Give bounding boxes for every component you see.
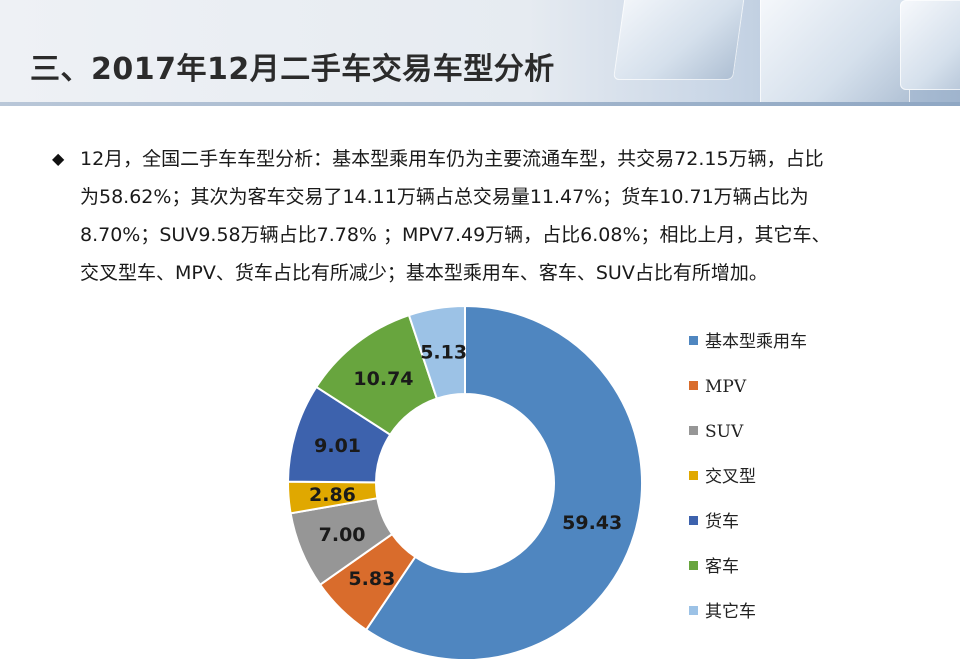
- paragraph-line: 8.70%；SUV9.58万辆占比7.78% ；MPV7.49万辆，占比6.08…: [80, 224, 831, 246]
- legend-swatch: [689, 426, 698, 435]
- paragraph-line: 为58.62%；其次为客车交易了14.11万辆占总交易量11.47%；货车10.…: [80, 186, 809, 208]
- legend-swatch: [689, 471, 698, 480]
- legend-label: SUV: [705, 422, 744, 442]
- summary-paragraph: 12月，全国二手车车型分析：基本型乘用车仍为主要流通车型，共交易72.15万辆，…: [80, 140, 920, 292]
- slice-data-label: 9.01: [314, 435, 361, 457]
- legend-label: MPV: [705, 377, 747, 397]
- header-banner: 三、2017年12月二手车交易车型分析: [0, 0, 960, 105]
- bullet-diamond-icon: ◆: [52, 149, 65, 168]
- page-title: 三、2017年12月二手车交易车型分析: [30, 52, 555, 87]
- header-divider: [0, 102, 960, 106]
- slice-7: [407, 304, 466, 400]
- slice-data-label: 2.86: [309, 484, 356, 506]
- slice-data-label: 10.74: [353, 368, 413, 390]
- decorative-cube-graphic: [900, 0, 960, 90]
- legend-swatch: [689, 561, 698, 570]
- slice-1: [364, 304, 643, 661]
- legend-swatch: [689, 606, 698, 615]
- paragraph-line: 12月，全国二手车车型分析：基本型乘用车仍为主要流通车型，共交易72.15万辆，…: [80, 148, 824, 170]
- slice-data-label: 5.83: [348, 568, 395, 590]
- slice-data-label: 5.13: [420, 342, 467, 364]
- decorative-cube-graphic: [760, 0, 910, 105]
- legend-label: 基本型乘用车: [705, 332, 807, 352]
- legend-swatch: [689, 381, 698, 390]
- legend-label: 货车: [705, 512, 739, 532]
- legend-label: 客车: [705, 557, 739, 577]
- legend-swatch: [689, 336, 698, 345]
- legend-swatch: [689, 516, 698, 525]
- legend-label: 交叉型: [705, 467, 756, 487]
- slice-data-label: 59.43: [562, 512, 622, 534]
- paragraph-line: 交叉型车、MPV、货车占比有所减少；基本型乘用车、客车、SUV占比有所增加。: [80, 262, 768, 284]
- legend-label: 其它车: [705, 602, 756, 622]
- slice-data-label: 7.00: [319, 524, 366, 546]
